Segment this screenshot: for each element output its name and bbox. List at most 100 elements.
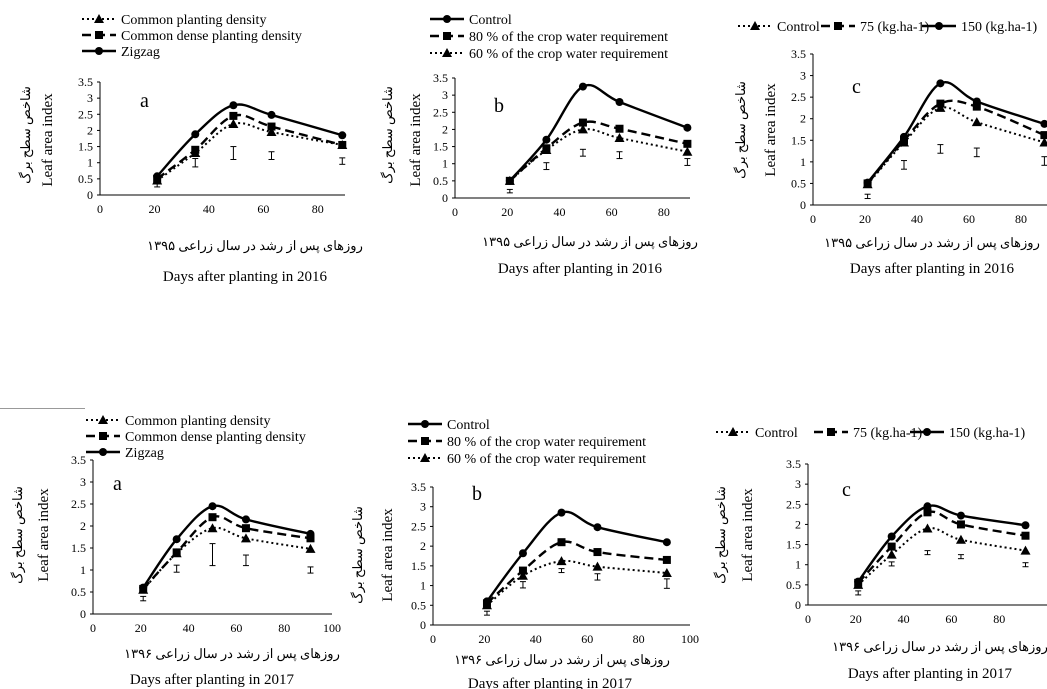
y-axis-label-4: Leaf area index (36, 488, 52, 582)
legend-marker-1-1 (95, 31, 103, 39)
chart-panel-4: 0 0.5 1 1.5 2 2.5 3 3.5 0 20 40 60 80 100 a Leaf area i… (10, 414, 341, 688)
y-tick-label-5-6: 3 (420, 500, 426, 514)
legend-marker-2-2 (442, 48, 452, 57)
data-point-5-0-2 (557, 508, 566, 517)
x-tick-label-5-0: 0 (430, 632, 436, 646)
x-tick-label-2-0: 0 (452, 205, 458, 219)
data-point-3-2-0 (863, 178, 872, 187)
data-point-5-2-2 (556, 556, 567, 566)
data-point-4-2-1 (172, 535, 181, 544)
chart-panel-3: 0 0.5 1 1.5 2 2.5 3 3.5 0 20 40 60 80 c Leaf area inde… (733, 20, 1047, 277)
data-point-1-1-4 (338, 140, 347, 149)
y-tick-label-4-7: 3.5 (71, 453, 86, 467)
x-tick-label-2-4: 80 (658, 205, 670, 219)
legend-label-3-2: 150 (kg.ha-1) (961, 20, 1038, 35)
data-point-5-1-2 (557, 538, 566, 547)
data-point-1-2-4 (338, 131, 347, 140)
error-bar-3-1 (901, 160, 907, 170)
legend-label-2-0: Control (469, 13, 512, 28)
x-tick-label-2-1: 20 (501, 205, 513, 219)
x-axis-label-5: Days after planting in 2017 (468, 676, 633, 689)
data-point-1-0-2 (228, 118, 239, 128)
data-point-6-2-0 (854, 577, 863, 586)
error-bar-2-3 (616, 151, 623, 160)
y-axis-label-persian-4: شاخص سطح برگ (10, 486, 26, 584)
y-tick-label-2-4: 2 (442, 122, 448, 136)
data-point-4-0-2 (207, 523, 218, 533)
data-point-4-2-3 (241, 515, 250, 524)
chart-panel-5: 0 0.5 1 1.5 2 2.5 3 3.5 0 20 40 60 80 100 b Leaf area i… (350, 418, 699, 689)
legend-label-2-1: 80 % of the crop water requirement (469, 30, 668, 45)
y-tick-label-4-4: 2 (80, 519, 86, 533)
data-point-1-2-0 (153, 172, 162, 181)
error-bar-1-2 (230, 146, 237, 160)
error-bar-6-0 (855, 590, 862, 596)
y-tick-label-6-5: 2.5 (786, 497, 801, 511)
data-point-5-2-0 (481, 600, 492, 610)
legend-marker-4-1 (99, 432, 107, 440)
data-point-6-2-2 (923, 502, 932, 511)
data-point-2-0-2 (578, 82, 587, 91)
y-tick-label-6-4: 2 (795, 517, 801, 531)
y-tick-label-5-2: 1 (420, 579, 426, 593)
legend-3: Control 75 (kg.ha-1) 150 (kg.ha-1) (738, 20, 1038, 35)
data-point-4-2-4 (306, 529, 315, 538)
series-line-4-2 (142, 504, 311, 589)
legend-label-6-2: 150 (kg.ha-1) (949, 426, 1026, 441)
x-tick-label-3-0: 0 (810, 212, 816, 226)
data-point-5-0-3 (593, 523, 602, 532)
x-tick-label-3-4: 80 (1015, 212, 1027, 226)
data-point-3-1-3 (972, 102, 981, 111)
error-bar-2-2 (579, 148, 586, 157)
x-axis-label-6: Days after planting in 2017 (848, 666, 1013, 682)
data-point-2-1-2 (578, 118, 587, 127)
data-point-1-2-2 (229, 101, 238, 110)
data-point-5-1-4 (662, 555, 671, 564)
data-point-1-0-3 (266, 127, 277, 137)
x-tick-label-4-0: 0 (90, 621, 96, 635)
data-point-6-0-1 (886, 549, 897, 559)
y-tick-label-3-0: 0 (800, 198, 806, 212)
y-tick-label-1-4: 2 (87, 123, 93, 137)
y-tick-label-4-0: 0 (80, 607, 86, 621)
y-tick-label-2-2: 1 (442, 157, 448, 171)
error-bar-4-2 (209, 543, 216, 567)
y-tick-label-6-0: 0 (795, 598, 801, 612)
data-point-5-0-4 (662, 538, 671, 547)
legend-marker-4-0 (98, 415, 108, 424)
y-tick-label-5-5: 2.5 (411, 519, 426, 533)
data-point-3-2-3 (972, 97, 981, 106)
y-tick-label-1-7: 3.5 (78, 75, 93, 89)
legend-label-4-1: Common dense planting density (125, 430, 306, 445)
series-line-1-0 (156, 122, 343, 182)
error-bar-2-0 (506, 188, 513, 194)
legend-marker-3-1 (834, 22, 842, 30)
legend-marker-2-1 (443, 32, 451, 40)
data-point-6-0-3 (955, 534, 966, 544)
x-tick-label-5-5: 100 (681, 632, 699, 646)
series-line-4-0 (142, 526, 311, 591)
panel-label-4: a (113, 473, 122, 495)
y-tick-label-1-1: 0.5 (78, 172, 93, 186)
data-point-4-1-1 (172, 548, 181, 557)
legend-marker-6-2 (923, 428, 931, 436)
error-bar-1-1 (192, 158, 199, 168)
y-tick-label-3-4: 2 (800, 112, 806, 126)
series-line-2-1 (509, 120, 688, 182)
y-tick-label-5-0: 0 (420, 618, 426, 632)
x-tick-label-6-3: 60 (945, 612, 957, 626)
x-axis-label-4: Days after planting in 2017 (130, 672, 295, 688)
data-point-5-2-3 (592, 561, 603, 571)
x-tick-label-4-2: 40 (183, 621, 195, 635)
x-tick-label-4-5: 100 (323, 621, 341, 635)
data-point-6-2-4 (1021, 521, 1030, 530)
panel-label-1: a (140, 90, 149, 112)
error-bar-6-4 (1022, 562, 1029, 568)
y-axis-label-2: Leaf area index (408, 93, 424, 187)
error-bar-1-3 (268, 151, 275, 160)
x-tick-label-1-4: 80 (312, 202, 324, 216)
chart-panel-6: 0 0.5 1 1.5 2 2.5 3 3.5 0 20 40 60 80 c Leaf area inde… (713, 426, 1047, 682)
data-point-6-1-1 (887, 542, 896, 551)
x-tick-label-5-3: 60 (581, 632, 593, 646)
